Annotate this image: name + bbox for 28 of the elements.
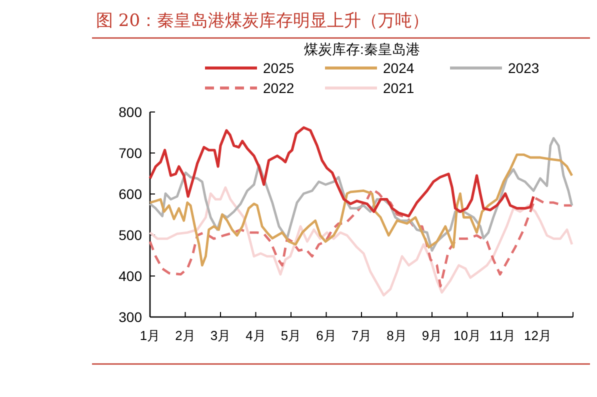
y-tick-label: 300 xyxy=(118,309,142,325)
legend-label: 2022 xyxy=(263,80,294,96)
line-series xyxy=(148,153,574,267)
x-tick-label: 7月 xyxy=(351,328,372,343)
x-tick-label: 3月 xyxy=(210,328,231,343)
line-series xyxy=(148,137,574,252)
y-tick-label: 400 xyxy=(118,268,142,284)
y-tick-label: 700 xyxy=(118,145,142,161)
y-tick-label: 600 xyxy=(118,186,142,202)
legend-title: 煤炭库存:秦皇岛港 xyxy=(304,41,420,57)
line-series xyxy=(148,126,535,218)
x-tick-label: 9月 xyxy=(422,328,442,343)
x-tick-label: 2月 xyxy=(175,328,196,343)
x-tick-label: 6月 xyxy=(316,328,336,343)
chart-title: 图 20：秦皇岛港煤炭库存明显上升（万吨） xyxy=(96,11,430,31)
x-tick-label: 10月 xyxy=(454,328,481,343)
x-tick-label: 4月 xyxy=(246,328,266,343)
x-tick-label: 5月 xyxy=(280,328,302,343)
y-tick-label: 500 xyxy=(118,227,142,243)
legend-label: 2024 xyxy=(383,60,414,76)
legend-label: 2023 xyxy=(508,60,540,76)
legend-label: 2025 xyxy=(263,60,294,76)
x-tick-label: 12月 xyxy=(524,328,552,343)
x-tick-label: 8月 xyxy=(386,328,407,343)
y-tick-label: 800 xyxy=(118,104,142,120)
x-tick-label: 11月 xyxy=(489,328,516,343)
x-tick-label: 1月 xyxy=(140,328,160,343)
legend-label: 2021 xyxy=(383,80,414,96)
